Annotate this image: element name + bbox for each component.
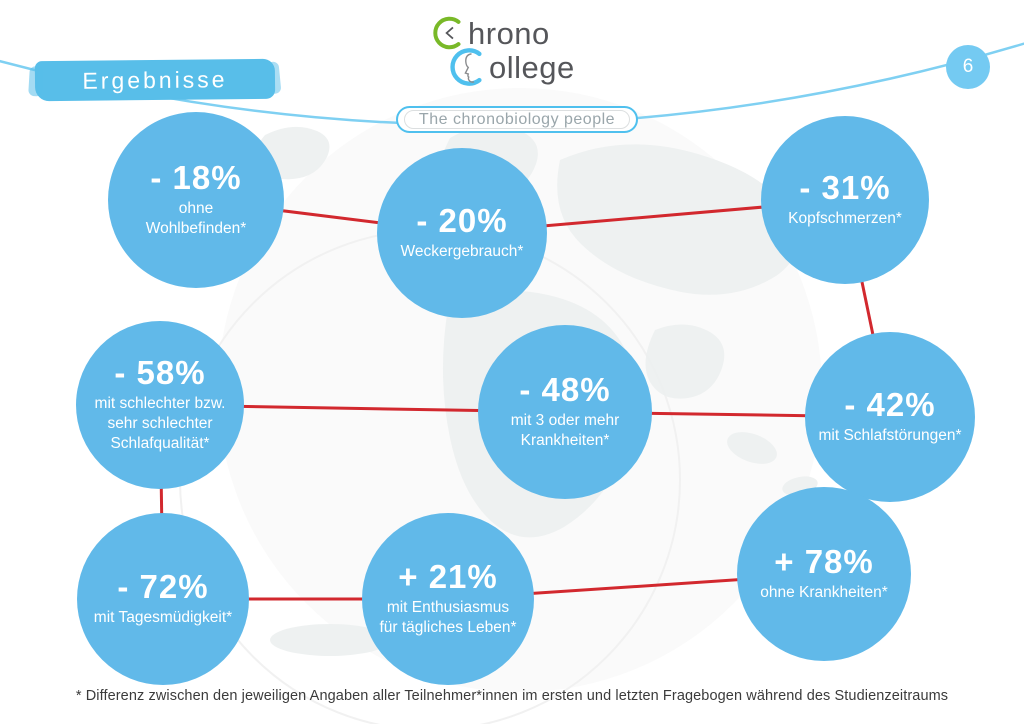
stat-value: + 78%	[774, 543, 874, 581]
stat-label: mit Enthusiasmus für tägliches Leben*	[379, 598, 517, 636]
stat-label: ohne Wohlbefinden*	[145, 199, 247, 237]
stat-bubble-schlafstoerungen: - 42% mit Schlafstörungen*	[805, 332, 975, 502]
stat-value: - 72%	[117, 568, 209, 606]
stat-label: mit schlechter bzw. sehr schlechter Schl…	[94, 394, 226, 452]
logo-line-college: ollege	[447, 46, 650, 88]
stat-value: - 48%	[519, 371, 611, 409]
stat-label: Weckergebrauch*	[400, 242, 524, 260]
slide-title-box: Ergebnisse	[34, 58, 276, 102]
logo-text-hrono: hrono	[468, 15, 550, 51]
stat-bubble-enthusiasmus: + 21% mit Enthusiasmus für tägliches Leb…	[362, 513, 534, 685]
stat-label: mit 3 oder mehr Krankheiten*	[510, 411, 620, 449]
blue-c-face-icon	[450, 48, 482, 86]
stat-bubble-kopfschmerzen: - 31% Kopfschmerzen*	[761, 116, 929, 284]
stat-label: ohne Krankheiten*	[760, 583, 888, 601]
stat-label: mit Tagesmüdigkeit*	[93, 608, 233, 626]
page-title: Ergebnisse	[82, 65, 228, 94]
logo-line-chrono: hrono	[430, 14, 650, 52]
stat-value: - 18%	[150, 159, 242, 197]
page-number-badge: 6	[946, 45, 990, 89]
stat-bubble-weckergebrauch: - 20% Weckergebrauch*	[377, 148, 547, 318]
chronocollege-logo: hrono ollege	[430, 14, 650, 88]
green-c-icon	[433, 16, 461, 50]
logo-tagline-pill: The chronobiology people	[396, 106, 638, 133]
stat-label: mit Schlafstörungen*	[818, 426, 962, 444]
stat-bubble-krankheiten-3plus: - 48% mit 3 oder mehr Krankheiten*	[478, 325, 652, 499]
stat-label: Kopfschmerzen*	[788, 209, 902, 227]
stat-value: + 21%	[398, 558, 498, 596]
logo-tagline: The chronobiology people	[418, 110, 616, 128]
page-number: 6	[962, 56, 974, 77]
stat-bubble-schlafqualitaet: - 58% mit schlechter bzw. sehr schlechte…	[76, 321, 244, 489]
logo-text-ollege: ollege	[489, 49, 575, 85]
stat-value: - 20%	[416, 202, 508, 240]
stat-bubble-wohlbefinden: - 18% ohne Wohlbefinden*	[108, 112, 284, 288]
footnote: * Differenz zwischen den jeweiligen Anga…	[75, 688, 949, 704]
stat-bubble-ohne-krankheiten: + 78% ohne Krankheiten*	[737, 487, 911, 661]
stat-value: - 42%	[844, 386, 936, 424]
stat-value: - 58%	[114, 353, 206, 391]
stat-value: - 31%	[799, 169, 891, 207]
stat-bubble-tagesmuedigkeit: - 72% mit Tagesmüdigkeit*	[77, 513, 249, 685]
